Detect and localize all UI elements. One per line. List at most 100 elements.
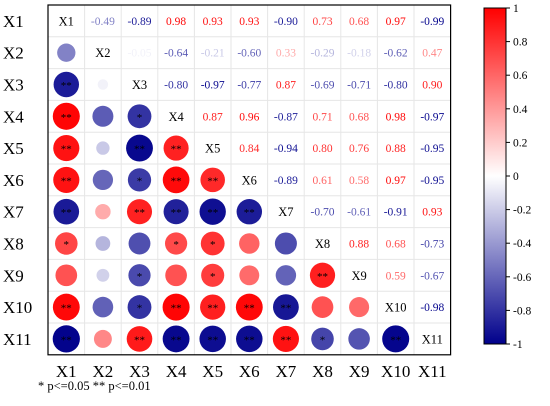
correlation-circle bbox=[97, 79, 109, 90]
correlation-circle bbox=[52, 102, 80, 130]
row-label: X11 bbox=[3, 330, 32, 349]
column-label: X6 bbox=[239, 362, 260, 381]
significance-mark: ** bbox=[244, 303, 255, 315]
diagonal-label: X9 bbox=[351, 269, 366, 283]
row-label: X9 bbox=[3, 266, 24, 285]
correlation-value: -0.90 bbox=[274, 16, 298, 28]
column-label: X4 bbox=[166, 362, 187, 381]
correlation-value: 0.98 bbox=[166, 16, 186, 28]
significance-mark: * bbox=[137, 112, 143, 124]
correlation-value: 0.47 bbox=[422, 48, 442, 60]
colorbar-tick-label: 0.2 bbox=[513, 137, 528, 149]
significance-mark: * bbox=[64, 239, 70, 251]
correlation-value: -0.05 bbox=[128, 48, 152, 60]
significance-mark: ** bbox=[280, 334, 291, 346]
correlation-circle bbox=[126, 134, 153, 162]
correlation-value: -0.80 bbox=[384, 80, 408, 92]
colorbar-tick-label: -0.2 bbox=[513, 205, 531, 217]
correlation-value: 0.80 bbox=[312, 143, 332, 155]
colorbar-tick-label: 0.6 bbox=[513, 70, 528, 82]
diagonal-label: X8 bbox=[315, 237, 330, 251]
diagonal-label: X1 bbox=[59, 14, 74, 28]
correlation-circle bbox=[92, 296, 114, 318]
row-label: X7 bbox=[3, 203, 24, 222]
column-label: X9 bbox=[349, 362, 370, 381]
significance-mark: ** bbox=[171, 334, 182, 346]
correlation-circle bbox=[236, 325, 263, 353]
correlation-circle bbox=[163, 135, 189, 161]
significance-mark: ** bbox=[134, 334, 145, 346]
column-label: X3 bbox=[129, 362, 150, 381]
heatmap-cells: X1 -0.49 -0.89 0.98 0.93 0.93 -0.90 0.73 0.68 0.9… bbox=[48, 5, 451, 355]
correlation-circle bbox=[92, 105, 114, 127]
diagonal-label: X5 bbox=[205, 142, 220, 156]
significance-mark: ** bbox=[134, 144, 145, 156]
colorbar: 1 0.8 0.6 0.4 0.2 0 -0.2 -0.4 -0.6 -0.8 -1 bbox=[483, 3, 531, 351]
significance-mark: ** bbox=[244, 207, 255, 219]
significance-mark: ** bbox=[207, 207, 218, 219]
column-label: X8 bbox=[312, 362, 333, 381]
correlation-circle bbox=[200, 231, 225, 256]
significance-mark: ** bbox=[207, 303, 218, 315]
correlation-value: 0.90 bbox=[422, 80, 442, 92]
colorbar-tick-label: -1 bbox=[513, 339, 523, 351]
correlation-value: -0.61 bbox=[347, 207, 371, 219]
correlation-circle bbox=[239, 233, 260, 254]
correlation-circle bbox=[239, 265, 260, 286]
correlation-value: -0.67 bbox=[420, 270, 444, 282]
significance-mark: ** bbox=[171, 303, 182, 315]
correlation-circle bbox=[349, 297, 370, 318]
correlation-value: 0.97 bbox=[386, 175, 406, 187]
correlation-circle bbox=[199, 198, 226, 225]
correlation-value: -0.29 bbox=[311, 48, 335, 60]
diagonal-label: X2 bbox=[95, 46, 110, 60]
correlation-value: 0.58 bbox=[349, 175, 369, 187]
significance-mark: ** bbox=[390, 334, 401, 346]
row-label: X1 bbox=[3, 12, 24, 31]
correlation-value: 0.76 bbox=[349, 143, 369, 155]
correlation-value: 0.68 bbox=[349, 111, 369, 123]
correlation-circle bbox=[57, 43, 76, 62]
significance-mark: ** bbox=[280, 303, 291, 315]
column-label: X2 bbox=[93, 362, 114, 381]
correlation-circle bbox=[128, 232, 151, 255]
correlation-value: -0.91 bbox=[384, 207, 408, 219]
column-label: X5 bbox=[202, 362, 223, 381]
correlation-circle bbox=[200, 167, 225, 193]
correlation-circle bbox=[273, 294, 299, 320]
correlation-value: 0.68 bbox=[349, 16, 369, 28]
correlation-value: 0.73 bbox=[312, 16, 332, 28]
significance-mark: * bbox=[173, 239, 179, 251]
correlation-value: -0.70 bbox=[311, 207, 335, 219]
colorbar-tick-label: -0.6 bbox=[513, 272, 531, 284]
correlation-value: -0.64 bbox=[164, 48, 188, 60]
correlation-circle bbox=[127, 168, 152, 192]
correlation-circle bbox=[126, 199, 153, 225]
diagonal-label: X6 bbox=[242, 173, 257, 187]
correlation-value: -0.87 bbox=[274, 111, 298, 123]
correlation-value: 0.88 bbox=[386, 143, 406, 155]
significance-mark: * bbox=[210, 271, 216, 283]
correlation-circle bbox=[200, 294, 226, 320]
significance-mark: ** bbox=[61, 207, 72, 219]
correlation-value: -0.99 bbox=[420, 16, 444, 28]
significance-mark: ** bbox=[61, 144, 72, 156]
correlation-circle bbox=[235, 293, 263, 321]
correlation-value: -0.97 bbox=[201, 80, 225, 92]
colorbar-tick-label: 0 bbox=[513, 171, 519, 183]
column-label: X7 bbox=[276, 362, 297, 381]
correlation-value: -0.69 bbox=[311, 80, 335, 92]
significance-mark: ** bbox=[61, 175, 72, 187]
correlation-circle bbox=[309, 262, 336, 288]
correlation-value: -0.89 bbox=[128, 16, 152, 28]
row-label: X5 bbox=[3, 139, 24, 158]
correlation-value: 0.68 bbox=[386, 239, 406, 251]
correlation-circle bbox=[162, 325, 190, 353]
correlation-value: 0.96 bbox=[239, 111, 259, 123]
correlation-value: 0.98 bbox=[386, 111, 406, 123]
correlation-value: -0.80 bbox=[164, 80, 188, 92]
correlation-value: 0.33 bbox=[276, 48, 296, 60]
diagonal-label: X7 bbox=[278, 205, 293, 219]
row-label: X10 bbox=[3, 298, 32, 317]
